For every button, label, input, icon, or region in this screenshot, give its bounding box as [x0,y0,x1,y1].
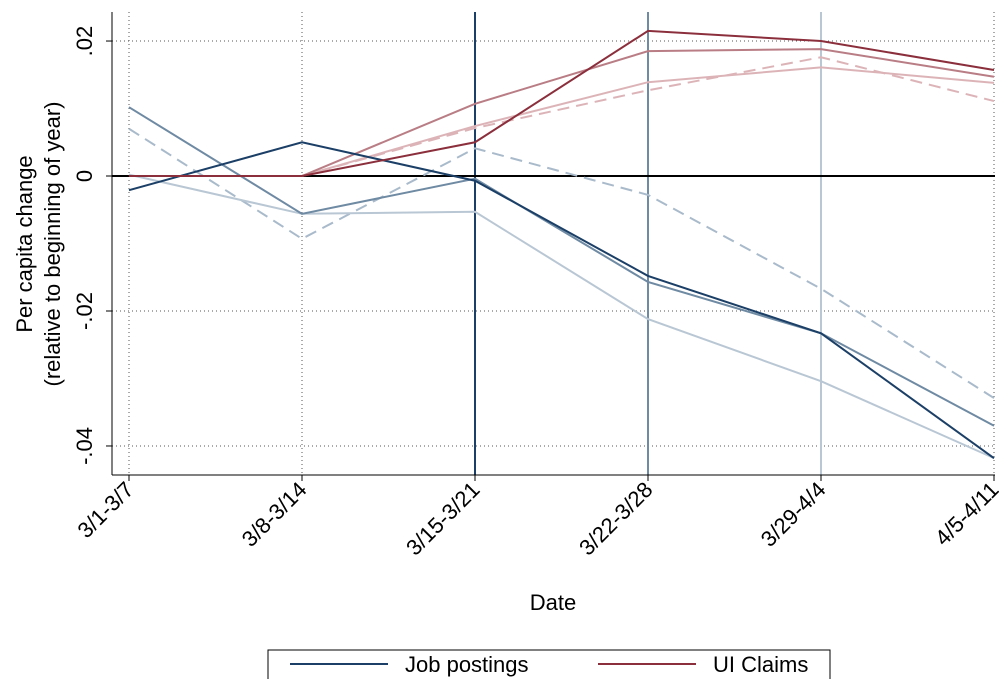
series-line [128,106,995,427]
x-tick-label: 3/22-3/28 [574,477,657,560]
y-axis-label: Per capita change [12,155,37,332]
y-axis-label: (relative to beginning of year) [40,102,65,387]
x-axis-label: Date [530,590,576,615]
series-line [128,173,995,460]
x-tick-label: 4/5-4/11 [930,477,999,551]
x-tick-label: 3/1-3/7 [72,477,138,543]
series-line [129,66,995,178]
series-line [129,29,995,178]
series-line [128,127,995,399]
y-tick-label: .02 [72,26,97,57]
series-line [128,141,995,459]
legend-label: Job postings [405,652,529,677]
y-tick-label: -.02 [72,292,97,330]
y-tick-label: 0 [72,170,97,182]
y-tick-label: -.04 [72,427,97,465]
x-tick-label: 3/29-4/4 [756,477,831,552]
series-line [129,56,995,178]
x-tick-label: 3/15-3/21 [401,477,484,560]
x-tick-label: 3/8-3/14 [237,477,312,552]
legend-label: UI Claims [713,652,808,677]
